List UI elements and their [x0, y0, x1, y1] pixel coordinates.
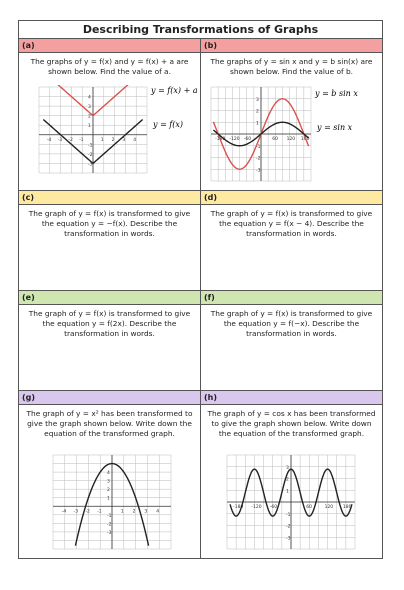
x-tick-label: 3: [144, 508, 147, 514]
y-tick-label: 2: [88, 114, 91, 120]
x-tick-label: 1: [101, 137, 104, 143]
x-tick-label: -120: [229, 136, 239, 142]
y-tick-label: 3: [286, 465, 289, 471]
y-tick-label: -3: [286, 535, 291, 541]
eq-a-bottom: y = f(x): [152, 120, 183, 129]
label-g: (g): [19, 391, 200, 405]
x-tick-label: 120: [287, 136, 296, 142]
x-tick-label: -120: [251, 504, 261, 510]
x-tick-label: -2: [85, 508, 90, 514]
y-tick-label: 2: [256, 109, 259, 115]
row-ab: (a) The graphs of y = f(x) and y = f(x) …: [19, 39, 382, 191]
x-tick-label: -60: [244, 136, 251, 142]
label-f: (f): [201, 291, 382, 305]
x-tick-label: -3: [74, 508, 79, 514]
y-tick-label: -3: [88, 161, 93, 167]
y-tick-label: -2: [286, 524, 291, 530]
y-tick-label: -2: [107, 521, 112, 527]
x-tick-label: -60: [270, 504, 277, 510]
cell-h: (h) The graph of y = cos x has been tran…: [200, 391, 382, 558]
x-tick-label: 4: [156, 508, 159, 514]
y-tick-label: 2: [107, 487, 110, 493]
x-tick-label: -180: [233, 504, 243, 510]
worksheet-title: Describing Transformations of Graphs: [19, 21, 382, 39]
row-ef: (e) The graph of y = f(x) is transformed…: [19, 291, 382, 391]
eq-b-top: y = b sin x: [314, 89, 358, 98]
curve-h: [229, 468, 353, 517]
label-b: (b): [201, 39, 382, 53]
cell-e: (e) The graph of y = f(x) is transformed…: [19, 291, 200, 390]
label-c: (c): [19, 191, 200, 205]
y-tick-label: 3: [88, 104, 91, 110]
curve-f: [42, 118, 144, 165]
x-tick-label: 120: [325, 504, 334, 510]
y-tick-label: -2: [256, 156, 261, 162]
eq-b-bottom: y = sin x: [316, 123, 353, 132]
y-tick-label: -1: [88, 142, 93, 148]
question-h: The graph of y = cos x has been transfor…: [207, 409, 376, 438]
cell-f: (f) The graph of y = f(x) is transformed…: [200, 291, 382, 390]
label-d: (d): [201, 191, 382, 205]
cell-g: (g) The graph of y = x² has been transfo…: [19, 391, 200, 558]
curve-sin: [212, 121, 310, 147]
x-tick-label: -2: [68, 137, 73, 143]
x-tick-label: 60: [306, 504, 312, 510]
label-h: (h): [201, 391, 382, 405]
y-tick-label: -1: [107, 513, 112, 519]
x-tick-label: 4: [133, 137, 136, 143]
cell-b: (b) The graphs of y = sin x and y = b si…: [200, 39, 382, 190]
y-tick-label: 1: [286, 488, 289, 494]
worksheet: Describing Transformations of Graphs (a)…: [18, 20, 383, 559]
x-tick-label: 3: [122, 137, 125, 143]
x-tick-label: -4: [47, 137, 52, 143]
cell-d: (d) The graph of y = f(x) is transformed…: [200, 191, 382, 290]
graph-h: -180 -120 -60 60 120 180 3 2 1 -1 -2 -3: [226, 454, 356, 550]
y-tick-label: 1: [107, 496, 110, 502]
label-e: (e): [19, 291, 200, 305]
x-tick-label: -4: [62, 508, 67, 514]
question-f: The graph of y = f(x) is transformed to …: [210, 309, 373, 338]
y-tick-label: 1: [88, 123, 91, 129]
row-cd: (c) The graph of y = f(x) is transformed…: [19, 191, 382, 291]
x-tick-label: 2: [133, 508, 136, 514]
y-tick-label: -3: [256, 167, 261, 173]
y-tick-label: -1: [256, 144, 261, 150]
y-tick-label: 4: [88, 95, 91, 101]
question-a: The graphs of y = f(x) and y = f(x) + a …: [30, 57, 189, 76]
y-tick-label: -2: [88, 152, 93, 158]
question-g: The graph of y = x² has been transformed…: [26, 409, 193, 438]
y-tick-label: 3: [107, 479, 110, 485]
y-tick-label: 1: [256, 120, 259, 126]
question-e: The graph of y = f(x) is transformed to …: [28, 309, 191, 338]
question-b: The graphs of y = sin x and y = b sin(x)…: [210, 57, 373, 76]
question-d: The graph of y = f(x) is transformed to …: [210, 209, 373, 238]
x-tick-label: -3: [58, 137, 63, 143]
y-tick-label: 2: [286, 477, 289, 483]
question-c: The graph of y = f(x) is transformed to …: [28, 209, 191, 238]
label-a: (a): [19, 39, 200, 53]
eq-a-top: y = f(x) + a: [150, 86, 197, 95]
curve-g: [74, 462, 150, 546]
y-tick-label: 3: [256, 97, 259, 103]
graph-a: -4 -3 -2 -1 1 2 3 4 4 3 2 1 -1 -2 -3 y = f(x) + a y = …: [38, 85, 197, 174]
row-gh: (g) The graph of y = x² has been transfo…: [19, 391, 382, 558]
cell-c: (c) The graph of y = f(x) is transformed…: [19, 191, 200, 290]
cell-a: (a) The graphs of y = f(x) and y = f(x) …: [19, 39, 200, 190]
curve-f-plus-a: [57, 85, 129, 117]
x-tick-label: 2: [112, 137, 115, 143]
x-tick-label: 1: [121, 508, 124, 514]
graph-g: -4 -3 -2 -1 1 2 3 4 4 3 2 1 -1 -2 -3: [52, 454, 172, 550]
y-tick-label: -1: [286, 512, 291, 518]
y-tick-label: -3: [107, 530, 112, 536]
y-tick-label: 4: [107, 470, 110, 476]
x-tick-label: 60: [272, 136, 278, 142]
x-tick-label: -1: [79, 137, 84, 143]
x-tick-label: -1: [97, 508, 102, 514]
x-tick-label: 180: [343, 504, 352, 510]
